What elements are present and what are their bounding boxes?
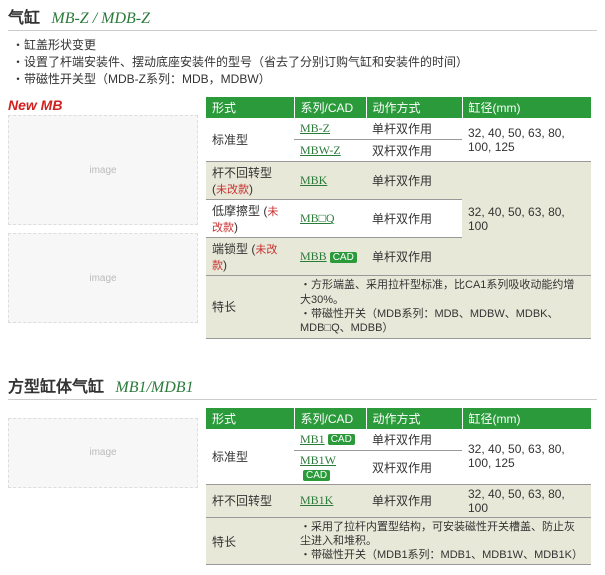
features-list: 采用了拉杆内置型结构，可安装磁性开关槽盖、防止灰尘进入和堆积。带磁性开关（MDB… [300,520,585,563]
product-image: image [8,418,198,488]
content-row: New MB image image 形式 系列/CAD 动作方式 缸径(mm)… [8,97,597,338]
cell-bore: 32, 40, 50, 63, 80, 100, 125 [462,118,591,162]
section-mbz: 气缸 MB-Z / MDB-Z 缸盖形状变更设置了杆端安装件、摆动底座安装件的型… [0,0,605,349]
feature-item: 带磁性开关（MDB1系列：MDB1、MDB1W、MDB1K） [300,548,585,562]
series-title: MB1/MDB1 [115,379,193,396]
cell-form: 杆不回转型 [206,484,294,517]
new-label: New MB [8,97,198,113]
cell-bore: 32, 40, 50, 63, 80, 100 [462,162,591,276]
header-action: 动作方式 [366,408,462,429]
header-form: 形式 [206,97,294,118]
features-row: 特长 采用了拉杆内置型结构，可安装磁性开关槽盖、防止灰尘进入和堆积。带磁性开关（… [206,517,591,565]
note-item: 带磁性开关型（MDB-Z系列：MDB，MDBW） [12,71,597,88]
image-column: New MB image image [8,97,206,323]
cell-action: 单杆双作用 [366,484,462,517]
cell-series: MBW-Z [294,140,366,162]
cell-form: 端锁型 (未改款) [206,238,294,276]
cell-action: 单杆双作用 [366,238,462,276]
cad-badge[interactable]: CAD [330,252,357,263]
feature-item: 方形端盖、采用拉杆型标准，比CA1系列吸收动能约增大30%。 [300,278,585,307]
table-row: 杆不回转型 MB1K 单杆双作用32, 40, 50, 63, 80, 100 [206,484,591,517]
header-bore: 缸径(mm) [462,408,591,429]
cell-series: MB1W CAD [294,450,366,484]
table-header-row: 形式 系列/CAD 动作方式 缸径(mm) [206,97,591,118]
cell-form: 低摩擦型 (未改款) [206,200,294,238]
section-mb1: 方型缸体气缸 MB1/MDB1 image 形式 系列/CAD 动作方式 缸径(… [0,369,605,575]
header-form: 形式 [206,408,294,429]
product-image: image [8,115,198,225]
cell-series: MB□Q [294,200,366,238]
title-row: 方型缸体气缸 MB1/MDB1 [8,373,597,400]
title-row: 气缸 MB-Z / MDB-Z [8,4,597,31]
table-row: 标准型MB-Z单杆双作用32, 40, 50, 63, 80, 100, 125 [206,118,591,140]
table-header-row: 形式 系列/CAD 动作方式 缸径(mm) [206,408,591,429]
cell-series: MB-Z [294,118,366,140]
series-link[interactable]: MBK [300,173,327,187]
cell-action: 单杆双作用 [366,429,462,451]
features-row: 特长 方形端盖、采用拉杆型标准，比CA1系列吸收动能约增大30%。带磁性开关（M… [206,276,591,338]
cell-action: 单杆双作用 [366,118,462,140]
series-link[interactable]: MB1K [300,493,333,507]
table-row: 标准型MB1CAD单杆双作用32, 40, 50, 63, 80, 100, 1… [206,429,591,451]
feature-item: 采用了拉杆内置型结构，可安装磁性开关槽盖、防止灰尘进入和堆积。 [300,520,585,549]
cell-form: 标准型 [206,429,294,485]
cell-action: 单杆双作用 [366,162,462,200]
features-cell: 采用了拉杆内置型结构，可安装磁性开关槽盖、防止灰尘进入和堆积。带磁性开关（MDB… [294,517,591,565]
features-cell: 方形端盖、采用拉杆型标准，比CA1系列吸收动能约增大30%。带磁性开关（MDB系… [294,276,591,338]
cell-series: MB1CAD [294,429,366,451]
cell-series: MB1K [294,484,366,517]
series-link[interactable]: MB-Z [300,121,330,135]
header-series: 系列/CAD [294,408,366,429]
cell-action: 单杆双作用 [366,200,462,238]
content-row: image 形式 系列/CAD 动作方式 缸径(mm) 标准型MB1CAD单杆双… [8,408,597,566]
spec-table: 形式 系列/CAD 动作方式 缸径(mm) 标准型MB-Z单杆双作用32, 40… [206,97,591,338]
cell-action: 双杆双作用 [366,140,462,162]
table-row: 杆不回转型 (未改款)MBK单杆双作用32, 40, 50, 63, 80, 1… [206,162,591,200]
header-action: 动作方式 [366,97,462,118]
features-list: 方形端盖、采用拉杆型标准，比CA1系列吸收动能约增大30%。带磁性开关（MDB系… [300,278,585,335]
series-link[interactable]: MB1W [300,453,336,467]
cad-badge[interactable]: CAD [303,470,330,481]
series-link[interactable]: MB1 [300,432,325,446]
feature-item: 带磁性开关（MDB系列：MDB、MDBW、MDBK、MDB□Q、MDBB） [300,307,585,336]
cell-form: 标准型 [206,118,294,162]
spec-table: 形式 系列/CAD 动作方式 缸径(mm) 标准型MB1CAD单杆双作用32, … [206,408,591,566]
series-link[interactable]: MBB [300,249,327,263]
cell-bore: 32, 40, 50, 63, 80, 100 [462,484,591,517]
section-title: 气缸 [8,10,40,27]
header-series: 系列/CAD [294,97,366,118]
cell-action: 双杆双作用 [366,450,462,484]
cell-form: 杆不回转型 (未改款) [206,162,294,200]
cell-series: MBK [294,162,366,200]
series-link[interactable]: MBW-Z [300,143,341,157]
series-link[interactable]: MB□Q [300,211,335,225]
header-bore: 缸径(mm) [462,97,591,118]
cell-bore: 32, 40, 50, 63, 80, 100, 125 [462,429,591,485]
section-title: 方型缸体气缸 [8,379,104,396]
features-label: 特长 [206,517,294,565]
note-item: 设置了杆端安装件、摆动底座安装件的型号（省去了分别订购气缸和安装件的时间） [12,54,597,71]
notes-list: 缸盖形状变更设置了杆端安装件、摆动底座安装件的型号（省去了分别订购气缸和安装件的… [12,37,597,87]
image-column: image [8,408,206,488]
features-label: 特长 [206,276,294,338]
product-image: image [8,233,198,323]
series-title: MB-Z / MDB-Z [51,10,150,27]
cad-badge[interactable]: CAD [328,434,355,445]
note-item: 缸盖形状变更 [12,37,597,54]
cell-series: MBBCAD [294,238,366,276]
